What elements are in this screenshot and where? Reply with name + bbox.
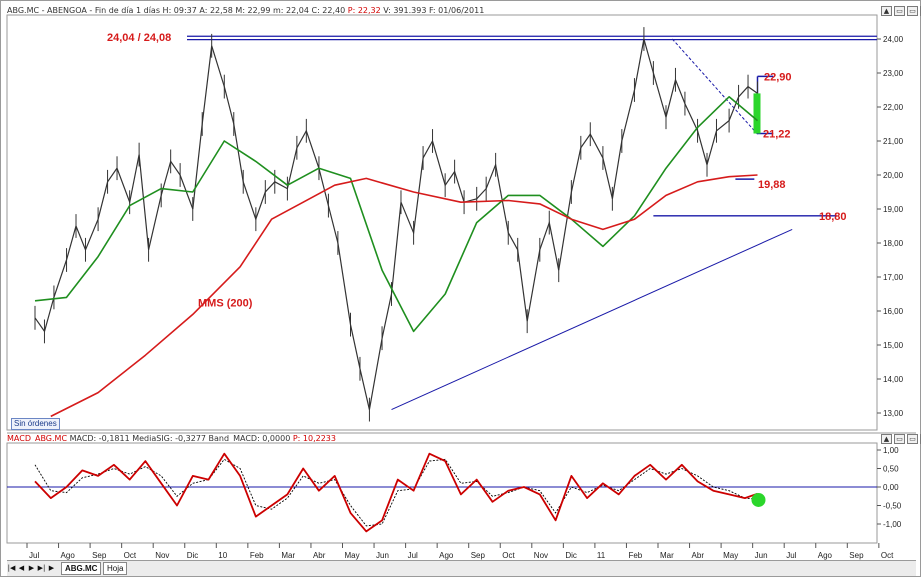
next-page-icon[interactable]: ▶ [28,564,35,572]
macd-pane-border [6,442,878,544]
price-line [34,38,758,410]
macd-scroll-up-button[interactable]: ▲ [881,434,892,444]
x-tick-label: Jul [408,551,418,560]
macd-line [34,452,758,533]
x-tick-label: Sep [92,551,107,560]
volume-readout: V: 391.393 F: 01/06/2011 [383,6,485,15]
last-bar [753,93,761,134]
symbol-label: ABG.MC - ABENGOA [7,6,87,15]
label-19-88: 19,88 [758,179,786,191]
x-tick-label: May [345,551,360,560]
price-y-tick-label: 18,00 [883,239,904,248]
x-tick-label: 10 [218,551,227,560]
play-icon[interactable]: ▶ [48,564,55,572]
x-tick-label: Jun [376,551,389,560]
x-tick-label: Ago [439,551,454,560]
orders-badge[interactable]: Sin órdenes [11,418,60,430]
macd-pane-header: MACD_ABG.MC MACD: -0,1811 MediaSIG: -0,3… [7,434,336,448]
x-tick-label: Sep [849,551,864,560]
macd-maximize-button[interactable]: ▭ [907,434,918,444]
nav-buttons: |◀ ◀ ▶ ▶| ▶ [7,563,56,573]
x-tick-label: Sep [471,551,486,560]
x-tick-label: Abr [313,551,326,560]
macd-y-tick-label: -1,00 [883,520,902,529]
macd-price-readout: P: 10,2233 [292,434,336,443]
x-tick-label: Feb [250,551,264,560]
signal-line [34,458,758,527]
ohlc-readout: H: 09:37 A: 22,58 M: 22,99 m: 22,04 C: 2… [162,6,346,15]
label-mms-200: MMS (200) [198,298,253,310]
x-tick-label: Jul [29,551,39,560]
scroll-up-button[interactable]: ▲ [881,6,892,16]
macd-name: MACD_ABG.MC [7,434,68,443]
label-21-22: 21,22 [763,129,791,141]
x-tick-label: Jun [755,551,768,560]
macd-readout: MACD: -0,1811 MediaSIG: -0,3277 Band_MAC… [69,434,291,443]
price-y-tick-label: 15,00 [883,341,904,350]
first-page-icon[interactable]: |◀ [7,564,16,572]
price-y-tick-label: 16,00 [883,307,904,316]
price-readout: P: 22,32 [347,6,381,15]
x-tick-label: Abr [692,551,705,560]
price-y-tick-label: 20,00 [883,171,904,180]
macd-y-tick-label: 0,00 [883,483,899,492]
ma-short-line [34,96,759,333]
x-tick-label: Oct [881,551,894,560]
x-tick-label: Nov [534,551,548,560]
price-pane-header: ABG.MC - ABENGOA - Fin de día 1 días H: … [7,6,485,15]
last-page-icon[interactable]: ▶| [37,564,46,572]
maximize-button[interactable]: ▭ [907,6,918,16]
tab-abg[interactable]: ABG.MC [61,562,102,575]
downtrend-dashed-line [671,38,758,135]
label-24-04: 24,04 / 24,08 [107,32,171,44]
x-tick-label: Oct [124,551,137,560]
price-y-tick-label: 17,00 [883,273,904,282]
price-pane-border [6,14,878,431]
x-tick-label: Mar [660,551,674,560]
tab-hoja[interactable]: Hoja [103,562,128,575]
price-y-tick-label: 19,00 [883,205,904,214]
support-trendline [391,228,793,411]
price-y-tick-label: 22,00 [883,103,904,112]
x-tick-label: Ago [818,551,833,560]
restore-button[interactable]: ▭ [894,6,905,16]
period-label: Fin de día 1 días [94,6,160,15]
price-pane-buttons: ▲ ▭ ▭ ✕ [881,6,921,16]
mms-200-line [50,174,758,418]
macd-restore-button[interactable]: ▭ [894,434,905,444]
macd-y-tick-label: -0,50 [883,502,902,511]
price-y-tick-label: 23,00 [883,69,904,78]
x-tick-label: Dic [187,551,199,560]
x-tick-label: Nov [155,551,169,560]
price-y-tick-label: 14,00 [883,375,904,384]
price-y-tick-label: 13,00 [883,409,904,418]
macd-y-tick-label: 1,00 [883,446,899,455]
status-bar: |◀ ◀ ▶ ▶| ▶ ABG.MC Hoja [7,560,916,576]
x-tick-label: Ago [61,551,76,560]
label-18-80: 18,80 [819,211,847,223]
macd-highlight-dot [751,492,766,507]
price-y-tick-label: 21,00 [883,137,904,146]
x-tick-label: Dic [565,551,577,560]
x-tick-label: 11 [597,551,606,560]
x-tick-label: May [723,551,738,560]
x-tick-label: Jul [786,551,796,560]
x-tick-label: Oct [502,551,515,560]
label-22-90: 22,90 [764,71,792,83]
x-tick-label: Mar [281,551,295,560]
price-y-tick-label: 24,00 [883,35,904,44]
x-tick-label: Feb [628,551,642,560]
macd-y-tick-label: 0,50 [883,465,899,474]
prev-page-icon[interactable]: ◀ [18,564,25,572]
